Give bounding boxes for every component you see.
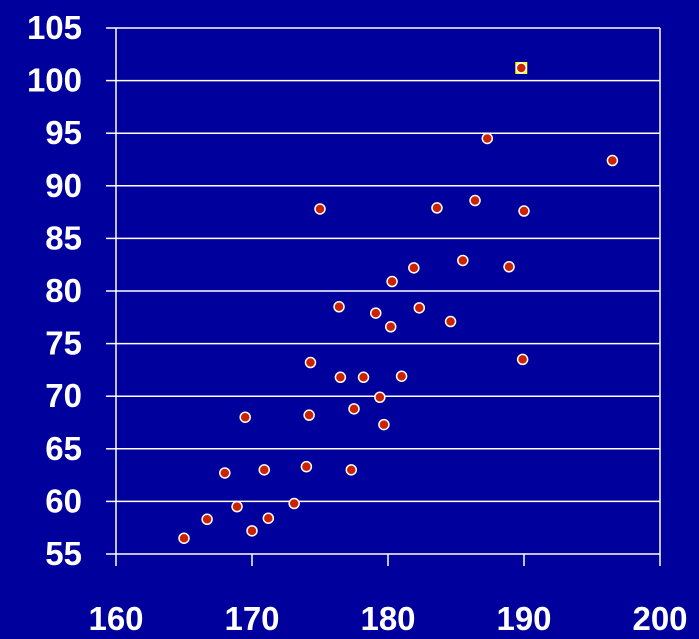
data-point	[378, 418, 390, 431]
data-point	[370, 307, 382, 319]
data-point	[606, 154, 619, 167]
data-point	[304, 356, 317, 369]
data-point	[431, 202, 443, 214]
data-point	[515, 62, 528, 74]
data-point	[357, 371, 370, 384]
data-point	[303, 409, 315, 421]
data-point	[518, 205, 530, 217]
data-point	[386, 275, 398, 288]
data-point	[258, 464, 270, 476]
y-tick-labels: 55 60 65 70 75 80 85 90 95 100 105	[27, 9, 82, 572]
data-point	[201, 513, 213, 526]
data-point	[178, 532, 190, 544]
y-tick-label-90: 90	[45, 167, 82, 204]
y-tick-label-75: 75	[45, 325, 82, 362]
y-tick-label-70: 70	[45, 377, 82, 414]
data-point	[457, 254, 469, 267]
x-tick-label-160: 160	[88, 600, 143, 637]
data-point	[395, 370, 408, 382]
data-point	[469, 194, 481, 207]
grid-lines	[116, 27, 661, 554]
data-point	[231, 500, 243, 513]
data-point	[503, 261, 515, 273]
data-point	[288, 497, 300, 510]
data-points	[178, 61, 619, 544]
data-point	[262, 512, 275, 524]
y-tick-label-100: 100	[27, 62, 82, 99]
x-tick-label-180: 180	[360, 600, 415, 637]
x-tick-labels: 160 170 180 190 200	[88, 600, 687, 637]
data-point	[239, 411, 251, 423]
data-point	[334, 371, 347, 384]
data-point	[345, 464, 358, 476]
x-tick-label-170: 170	[224, 600, 279, 637]
data-point	[333, 301, 345, 313]
data-point	[408, 262, 420, 274]
data-point	[384, 321, 397, 333]
y-tick-label-65: 65	[45, 430, 82, 467]
data-point	[413, 302, 426, 314]
y-tick-label-60: 60	[45, 482, 82, 519]
data-point	[348, 403, 360, 415]
data-point	[300, 460, 313, 473]
y-tick-label-105: 105	[27, 9, 82, 46]
x-tick-label-190: 190	[496, 600, 551, 637]
data-point	[516, 353, 529, 366]
data-point	[314, 203, 326, 215]
x-tick-label-200: 200	[632, 600, 687, 637]
y-tick-label-85: 85	[45, 219, 82, 256]
data-point	[481, 132, 494, 145]
data-point	[219, 467, 231, 479]
y-tick-label-95: 95	[45, 114, 82, 151]
data-point	[444, 315, 457, 328]
data-point	[246, 525, 258, 537]
axes	[106, 27, 661, 566]
data-point	[374, 391, 386, 404]
y-tick-label-80: 80	[45, 272, 82, 309]
y-tick-label-55: 55	[45, 535, 82, 572]
